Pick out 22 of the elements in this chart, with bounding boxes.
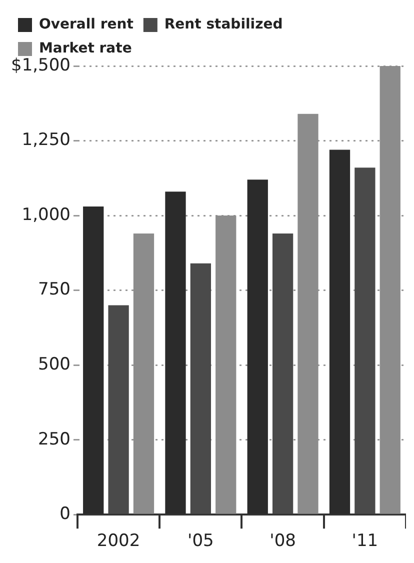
y-tick-label: 250 — [38, 429, 70, 450]
legend-label: Market rate — [39, 40, 132, 57]
y-tick-label: 1,000 — [22, 204, 70, 225]
bar — [272, 233, 294, 514]
bar — [190, 263, 212, 514]
y-tick-label: 750 — [38, 280, 70, 300]
y-tick-label: 0 — [60, 504, 70, 524]
x-tick-label: 2002 — [96, 531, 140, 552]
bar — [216, 216, 236, 514]
x-tick-label: '08 — [270, 531, 296, 552]
bar — [354, 168, 376, 514]
bar — [133, 233, 154, 514]
y-tick-label: $1,500 — [11, 55, 70, 76]
bar — [380, 66, 400, 514]
legend-label: Rent stabilized — [164, 16, 283, 33]
x-tick-label: '11 — [352, 531, 378, 552]
x-tick-label: '05 — [188, 531, 214, 552]
y-tick-label: 500 — [38, 354, 70, 374]
y-tick-label: 1,250 — [22, 130, 70, 150]
legend-label: Overall rent — [39, 16, 134, 33]
bar — [108, 305, 129, 514]
bar — [298, 114, 318, 514]
